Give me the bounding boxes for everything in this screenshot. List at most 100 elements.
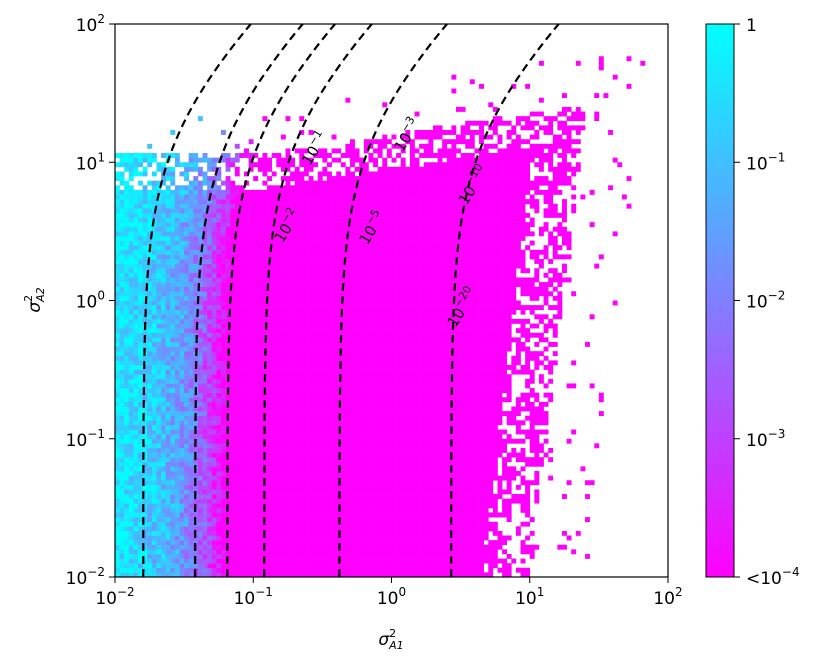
heatmap-cell (115, 263, 120, 269)
heatmap-cell (170, 208, 176, 214)
heatmap-cell (294, 484, 300, 490)
heatmap-cell (326, 295, 332, 301)
heatmap-cell (119, 208, 125, 214)
heatmap-cell (359, 199, 365, 205)
heatmap-cell (359, 217, 365, 223)
heatmap-cell (285, 507, 291, 513)
heatmap-cell (280, 166, 286, 172)
heatmap-cell (280, 240, 286, 246)
heatmap-cell (133, 166, 139, 172)
heatmap-cell (147, 351, 153, 357)
heatmap-cell (271, 567, 277, 573)
heatmap-cell (165, 166, 171, 172)
heatmap-cell (133, 553, 139, 559)
heatmap-cell (276, 507, 282, 513)
heatmap-cell (119, 475, 125, 481)
heatmap-cell (326, 392, 332, 398)
heatmap-cell (262, 355, 268, 361)
heatmap-cell (216, 222, 222, 228)
heatmap-cell (280, 563, 286, 569)
heatmap-cell (128, 203, 134, 209)
heatmap-cell (363, 240, 369, 246)
heatmap-cell (285, 544, 291, 550)
heatmap-cell (207, 217, 213, 223)
heatmap-cell (350, 378, 355, 384)
heatmap-cell (331, 268, 337, 274)
heatmap-cell (220, 420, 226, 426)
heatmap-cell (184, 176, 190, 181)
heatmap-cell (119, 259, 125, 264)
heatmap-cell (326, 553, 332, 559)
heatmap-cell (151, 365, 157, 370)
heatmap-cell (230, 351, 236, 357)
heatmap-cell (202, 360, 208, 366)
heatmap-cell (216, 337, 222, 343)
heatmap-cell (294, 503, 300, 509)
heatmap-cell (230, 346, 236, 352)
heatmap-cell (156, 507, 162, 513)
heatmap-cell (165, 259, 171, 264)
heatmap-cell (271, 512, 277, 518)
heatmap-cell (363, 226, 369, 232)
heatmap-cell (115, 429, 120, 435)
heatmap-cell (207, 411, 213, 417)
heatmap-cell (267, 535, 272, 541)
heatmap-cell (363, 498, 369, 504)
heatmap-cell (345, 323, 351, 329)
heatmap-cell (285, 208, 291, 214)
heatmap-cell (354, 517, 360, 522)
heatmap-cell (294, 212, 300, 218)
heatmap-cell (138, 526, 143, 532)
heatmap-cell (368, 388, 374, 393)
heatmap-cell (322, 429, 328, 435)
heatmap-cell (280, 383, 286, 389)
heatmap-cell (179, 332, 185, 338)
heatmap-cell (336, 189, 342, 195)
heatmap-cell (290, 323, 296, 329)
heatmap-cell (359, 424, 365, 430)
heatmap-cell (115, 507, 120, 513)
heatmap-cell (308, 374, 314, 380)
heatmap-cell (336, 374, 342, 380)
heatmap-cell (322, 332, 328, 338)
heatmap-cell (239, 217, 245, 223)
heatmap-cell (322, 305, 328, 311)
heatmap-cell (124, 369, 130, 375)
heatmap-cell (225, 194, 231, 200)
heatmap-cell (216, 503, 222, 509)
heatmap-cell (179, 341, 185, 347)
heatmap-cell (151, 503, 157, 509)
heatmap-cell (290, 540, 296, 546)
heatmap-cell (313, 530, 319, 536)
heatmap-cell (188, 415, 194, 421)
heatmap-cell (184, 517, 190, 522)
heatmap-cell (202, 484, 208, 490)
heatmap-cell (317, 392, 323, 398)
heatmap-cell (188, 199, 194, 205)
heatmap-cell (202, 254, 208, 260)
heatmap-cell (340, 415, 346, 421)
heatmap-cell (230, 540, 236, 546)
heatmap-cell (326, 434, 332, 440)
heatmap-cell (285, 328, 291, 334)
heatmap-cell (244, 452, 249, 458)
heatmap-cell (234, 305, 240, 311)
heatmap-cell (276, 369, 282, 375)
heatmap-cell (184, 314, 190, 320)
heatmap-cell (244, 447, 249, 453)
heatmap-cell (239, 300, 245, 306)
heatmap-cell (234, 369, 240, 375)
heatmap-cell (350, 291, 355, 297)
heatmap-cell (276, 286, 282, 292)
heatmap-cell (331, 337, 337, 343)
heatmap-cell (161, 328, 166, 334)
heatmap-cell (326, 176, 332, 181)
heatmap-cell (257, 535, 263, 541)
heatmap-cell (197, 235, 203, 241)
heatmap-cell (216, 305, 222, 311)
heatmap-cell (359, 489, 365, 495)
heatmap-cell (313, 180, 319, 186)
heatmap-cell (350, 245, 355, 251)
heatmap-cell (244, 171, 249, 177)
heatmap-cell (156, 553, 162, 559)
